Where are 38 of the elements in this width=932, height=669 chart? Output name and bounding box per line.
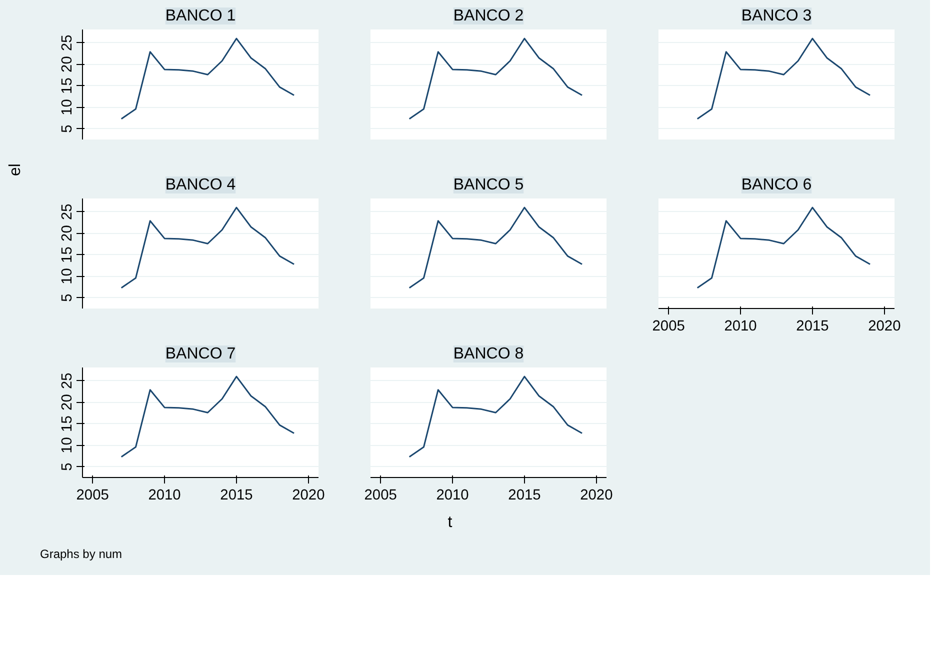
x-tick-label: 2015 <box>508 488 541 504</box>
y-tick-label: 10 <box>60 268 76 284</box>
x-tick-label: 2010 <box>724 318 757 334</box>
x-axis-title: t <box>448 513 452 533</box>
chart-title: BANCO 3 <box>741 8 812 24</box>
y-tick-label: 15 <box>60 78 76 94</box>
x-tick-label: 2005 <box>364 488 397 504</box>
chart-title: BANCO 8 <box>453 346 524 362</box>
chart-title: BANCO 7 <box>165 346 236 362</box>
x-tick-label: 2005 <box>652 318 685 334</box>
y-tick-label: 5 <box>60 294 76 302</box>
y-tick-label: 5 <box>60 124 76 133</box>
y-tick-label: 20 <box>60 394 76 410</box>
x-tick-label: 2005 <box>76 488 109 504</box>
y-tick-label: 25 <box>60 204 76 220</box>
y-tick-label: 5 <box>60 462 76 471</box>
chart-title: BANCO 4 <box>165 176 236 194</box>
x-tick-label: 2020 <box>580 488 613 504</box>
x-tick-label: 2010 <box>436 488 469 504</box>
x-tick-label: 2015 <box>796 318 829 334</box>
x-tick-label: 2015 <box>220 488 253 504</box>
y-tick-label: 10 <box>60 437 76 454</box>
chart-title: BANCO 2 <box>453 8 524 24</box>
y-axis-title: el <box>6 164 25 176</box>
y-tick-label: 15 <box>60 246 76 263</box>
chart-title: BANCO 5 <box>453 176 524 194</box>
text: Graphs by num <box>40 546 122 563</box>
y-tick-label: 25 <box>60 34 76 51</box>
x-tick-label: 2010 <box>148 488 181 504</box>
x-tick-label: 2020 <box>292 488 325 504</box>
y-tick-label: 20 <box>60 225 76 242</box>
y-tick-label: 15 <box>60 416 76 432</box>
chart-title: BANCO 1 <box>165 8 236 24</box>
y-tick-label: 20 <box>60 56 76 72</box>
y-tick-label: 25 <box>60 372 76 389</box>
chart-title: BANCO 6 <box>741 176 812 194</box>
y-tick-label: 10 <box>60 99 76 116</box>
x-tick-label: 2020 <box>868 318 901 334</box>
